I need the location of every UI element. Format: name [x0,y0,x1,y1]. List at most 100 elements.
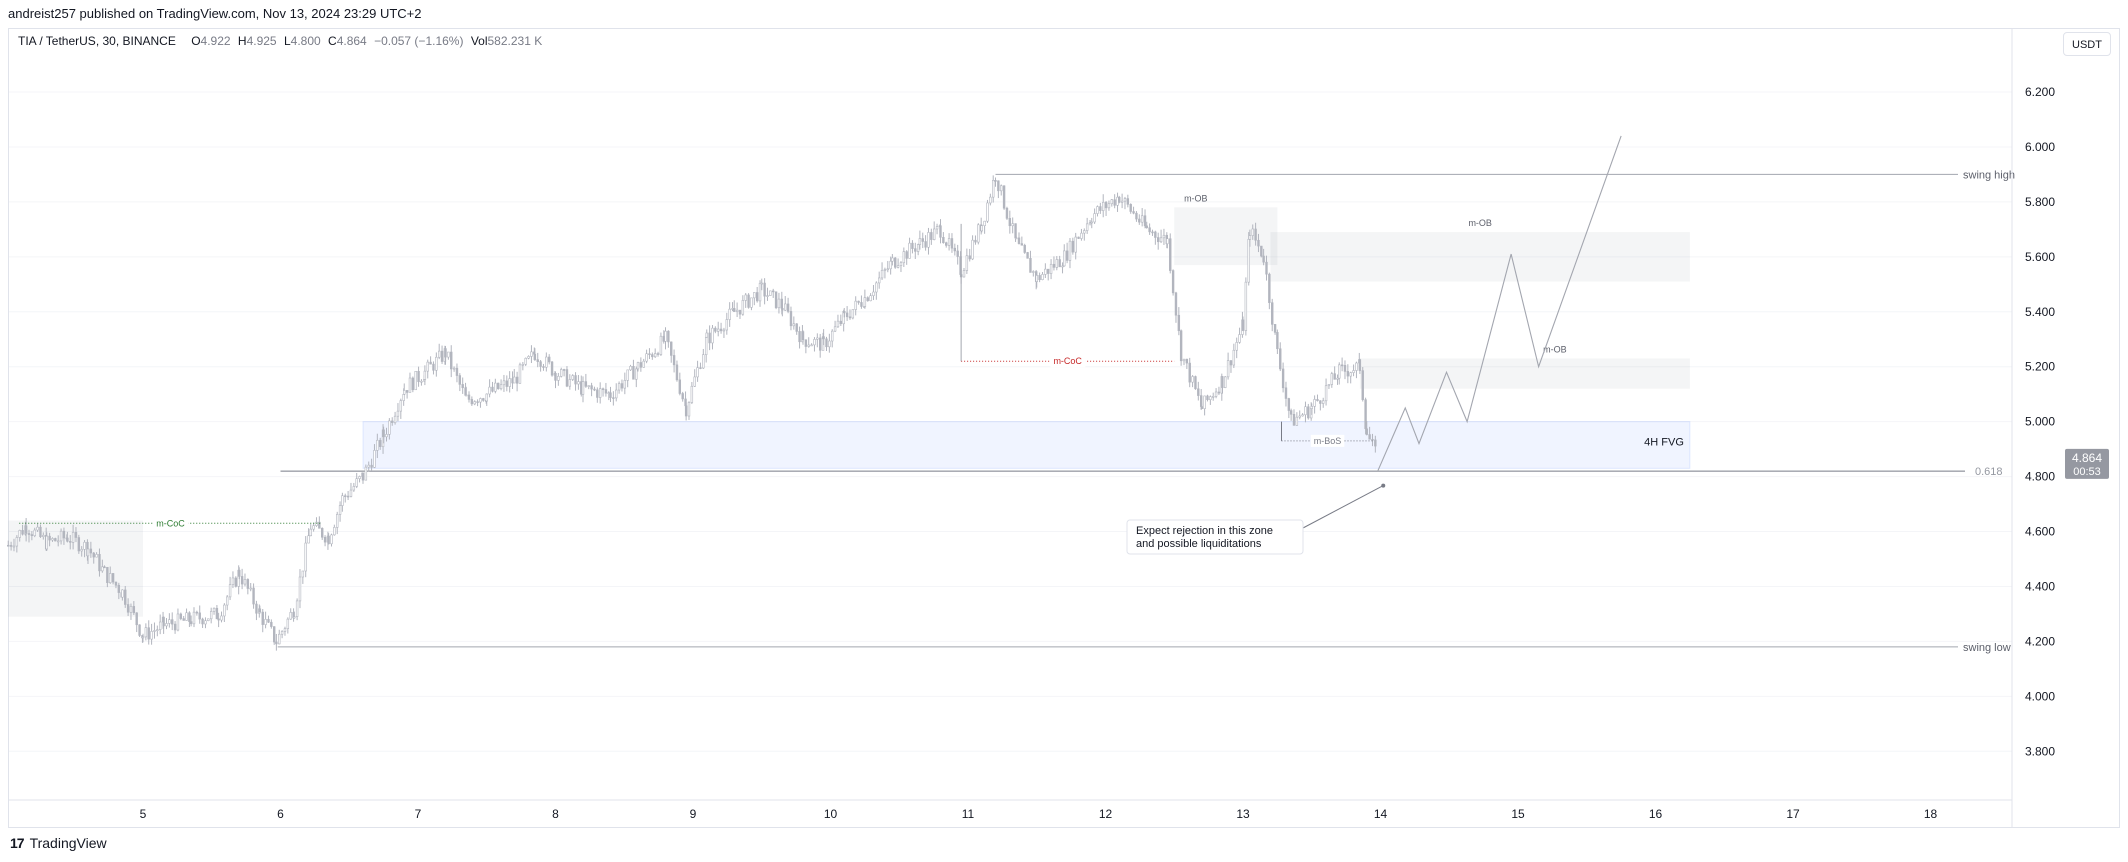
candle-body [89,548,93,554]
y-tick-label: 6.000 [2025,140,2055,154]
candle-body [109,573,112,583]
candle-body [813,339,816,346]
candle-body [728,308,731,320]
order-block-zone[interactable] [1270,232,1690,282]
candle-body [1055,259,1059,268]
candle-body [863,297,867,307]
x-tick-label: 5 [140,807,147,821]
swing-level-label: swing low [1963,642,2011,654]
candle-body [816,337,819,340]
candle-body [769,290,772,296]
candle-body [596,389,599,398]
candle-body [1197,388,1200,396]
callout-text: and possible liquiditations [1136,538,1262,550]
candle-body [382,429,385,438]
order-block-zone[interactable] [1174,207,1278,266]
x-tick-label: 11 [962,807,975,821]
candle-body [1104,202,1108,209]
fvg-zone[interactable] [362,421,1691,469]
candle-body [1074,236,1077,253]
candle-body [598,388,602,398]
candle-body [1355,362,1358,371]
candle-body [568,379,572,387]
candle-body [1346,371,1350,377]
candle-body [42,534,45,537]
candle-body [1099,206,1102,211]
low-label: L [283,34,291,48]
candle-body [185,612,188,621]
candle-body [1295,416,1299,426]
candle-body [1265,261,1268,275]
candle-body [223,604,226,617]
candle-body [1248,235,1252,240]
candle-body [215,607,219,620]
candle-body [1322,400,1325,404]
candle-body [974,239,977,243]
candle-body [417,371,420,383]
candle-body [488,386,491,395]
candle-body [994,180,997,182]
candle-body [635,368,638,380]
candle-body [144,627,148,638]
candle-body [278,633,281,645]
y-tick-label: 5.000 [2025,415,2055,429]
candle-body [672,355,676,366]
candle-body [71,532,75,543]
candle-body [1014,223,1017,239]
candle-body [106,566,109,583]
candle-body [378,439,382,448]
candle-body [894,257,897,268]
candle-body [141,636,145,639]
candle-body [312,525,315,530]
candle-body [18,530,21,538]
candle-body [565,369,569,387]
candle-body [1038,275,1041,280]
candle-body [295,600,299,617]
structure-label: m-CoC [156,518,185,528]
candle-body [1251,228,1254,236]
candle-body [209,611,213,620]
candle-body [956,250,959,257]
candle-body [1129,204,1132,212]
candle-body [1138,218,1141,223]
candle-body [857,300,860,303]
candle-body [1085,223,1089,231]
x-tick-label: 6 [277,807,284,821]
candle-body [192,611,196,625]
candle-body [315,521,318,526]
currency-button[interactable]: USDT [2063,32,2111,56]
candle-body [902,251,906,264]
x-tick-label: 9 [690,807,697,821]
candle-body [327,535,330,545]
callout-box[interactable] [1126,519,1304,555]
candle-body [1157,237,1160,243]
candle-body [1132,211,1135,214]
y-tick-label: 6.200 [2025,85,2055,99]
candle-body [150,631,153,640]
candle-body [711,327,714,344]
candle-body [289,612,292,620]
levels-layer: swing high swing low 0.618 [277,169,2015,654]
projection-path[interactable] [1377,135,1622,472]
candle-body [403,390,406,395]
candle-body [264,618,267,625]
candle-body [639,362,643,368]
candle-body [1310,406,1313,409]
candle-body [458,375,462,385]
candle-body [464,394,468,397]
candle-body [590,385,593,390]
candle-body [741,300,745,315]
candle-body [704,336,708,355]
candle-body [527,356,530,359]
candle-body [1061,265,1064,268]
order-block-zone[interactable] [1359,358,1690,389]
candle-body [132,606,136,614]
symbol-label[interactable]: TIA / TetherUS, 30, BINANCE [18,34,176,48]
candle-body [24,525,28,534]
candle-body [336,514,339,528]
candle-body [62,530,66,539]
candle-body [1232,349,1236,366]
candle-body [547,356,551,363]
projection-layer [1377,135,1622,472]
